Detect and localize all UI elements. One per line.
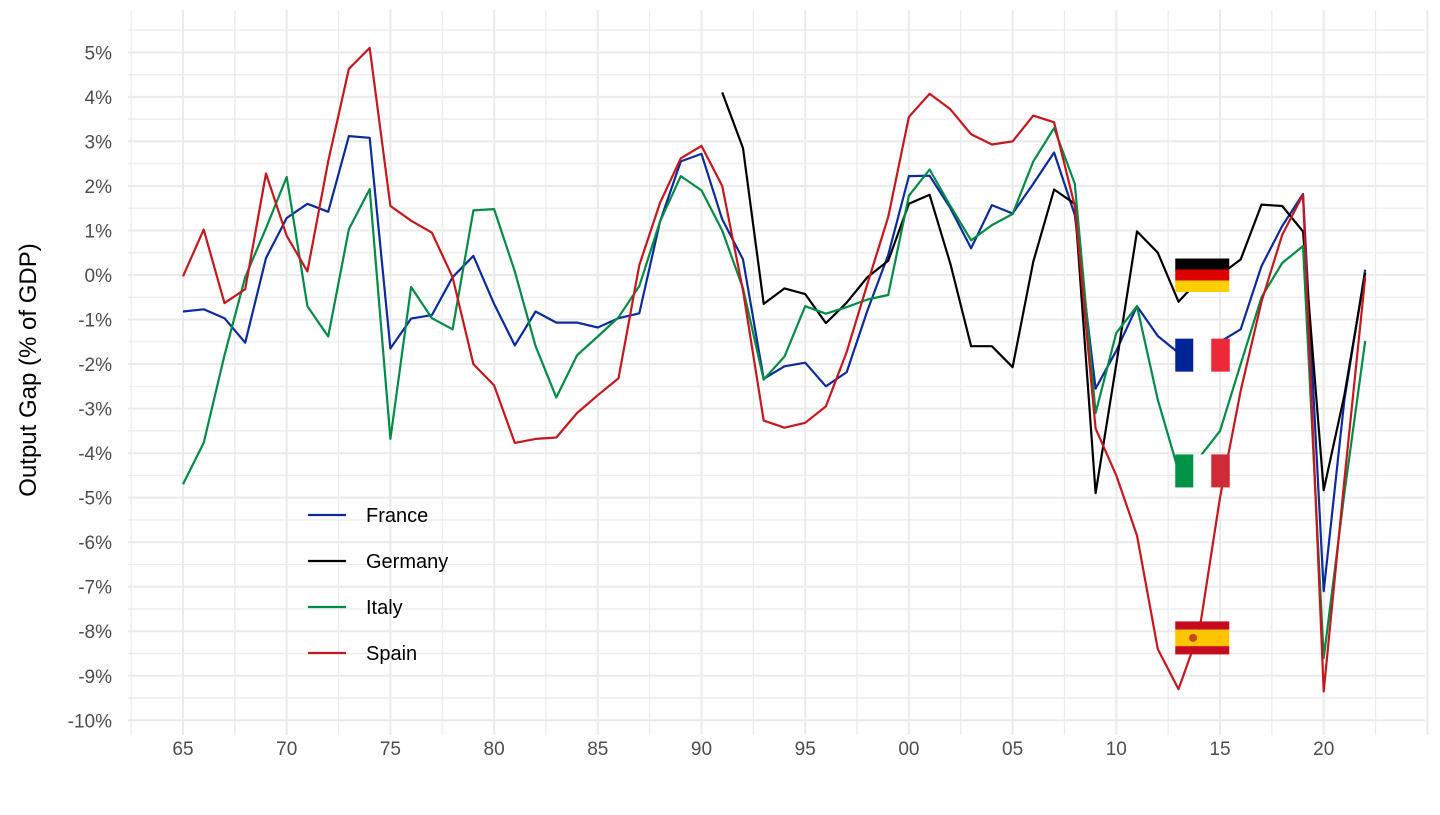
legend-label: Spain <box>366 643 417 665</box>
series-lines <box>181 46 1367 693</box>
flag-germany-icon <box>1175 258 1230 292</box>
legend-label: Italy <box>366 597 403 619</box>
y-axis-ticks: 5% 4% 3% 2% 1% 0% -1% -2% -3% -4% -5% -6% -7% -8% -9% -… <box>68 43 112 732</box>
flag-stripe <box>1175 629 1230 647</box>
coat-of-arms-icon <box>1189 633 1198 642</box>
y-tick-label: -5% <box>78 489 112 510</box>
x-tick-label: 05 <box>1002 739 1023 760</box>
grid <box>128 10 1429 735</box>
series-line-germany <box>721 92 1367 495</box>
flag-stripe <box>1211 338 1230 372</box>
series-line-spain <box>181 46 1367 693</box>
y-tick-label: 2% <box>85 177 113 198</box>
x-tick-label: 90 <box>691 739 712 760</box>
flag-stripe <box>1193 338 1212 372</box>
y-tick-label: -9% <box>78 667 112 688</box>
y-tick-label: -4% <box>78 444 112 465</box>
y-tick-label: -7% <box>78 578 112 599</box>
flag-stripe <box>1175 646 1230 655</box>
y-tick-label: 1% <box>85 221 113 242</box>
flag-spain-icon <box>1175 621 1230 655</box>
y-tick-label: -6% <box>78 533 112 554</box>
x-tick-label: 85 <box>587 739 608 760</box>
y-tick-label: -1% <box>78 311 112 332</box>
flag-italy-icon <box>1175 454 1230 488</box>
y-tick-label: 5% <box>85 43 113 64</box>
flag-stripe <box>1211 454 1230 488</box>
y-tick-label: -8% <box>78 622 112 643</box>
flag-france-icon <box>1175 338 1230 372</box>
y-tick-label: -10% <box>68 711 112 732</box>
x-tick-label: 10 <box>1106 739 1127 760</box>
x-tick-label: 20 <box>1313 739 1334 760</box>
legend-label: Germany <box>366 551 448 573</box>
x-tick-label: 75 <box>380 739 401 760</box>
x-tick-label: 15 <box>1209 739 1230 760</box>
y-tick-label: 4% <box>85 88 113 109</box>
flags <box>1175 258 1230 655</box>
y-axis-label: Output Gap (% of GDP) <box>15 243 42 496</box>
x-axis-ticks: 65 70 75 80 85 90 95 00 05 10 15 20 <box>172 739 1334 760</box>
flag-stripe <box>1175 258 1230 270</box>
x-tick-label: 70 <box>276 739 297 760</box>
flag-stripe <box>1175 269 1230 281</box>
y-tick-label: 0% <box>85 266 113 287</box>
x-tick-label: 00 <box>898 739 919 760</box>
x-tick-label: 80 <box>484 739 505 760</box>
flag-stripe <box>1175 338 1194 372</box>
series-line-italy <box>182 127 1367 660</box>
x-tick-label: 95 <box>795 739 816 760</box>
flag-stripe <box>1175 621 1230 630</box>
flag-stripe <box>1193 454 1212 488</box>
legend-label: France <box>366 505 428 527</box>
flag-stripe <box>1175 280 1230 292</box>
y-tick-label: 3% <box>85 132 113 153</box>
x-tick-label: 65 <box>172 739 193 760</box>
y-tick-label: -2% <box>78 355 112 376</box>
y-tick-label: -3% <box>78 400 112 421</box>
series-line-france <box>182 135 1367 593</box>
legend: France Germany Italy Spain <box>308 505 448 665</box>
flag-stripe <box>1175 454 1194 488</box>
